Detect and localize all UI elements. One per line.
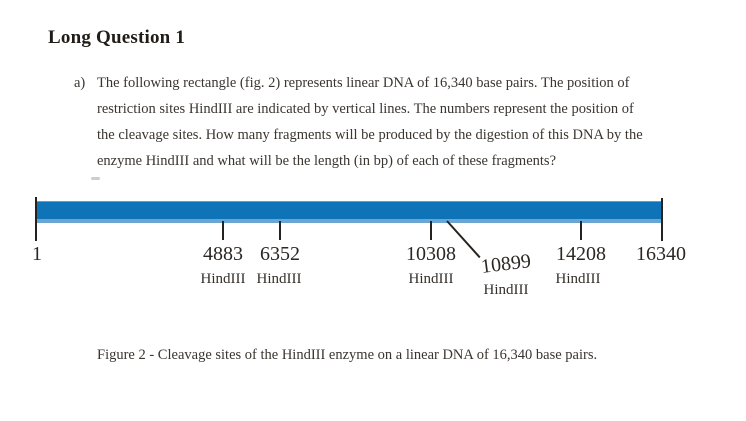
dna-end-line	[661, 198, 663, 241]
enzyme-label: HindIII	[483, 282, 529, 298]
question-text: The following rectangle (fig. 2) represe…	[97, 70, 682, 174]
question-heading: Long Question 1	[48, 27, 186, 48]
enzyme-label: HindIII	[408, 271, 454, 287]
start-position-label: 1	[32, 243, 42, 265]
enzyme-label: HindIII	[256, 271, 302, 287]
site-position-label: 4883	[203, 243, 243, 265]
site-tick-6352	[279, 221, 281, 240]
question-text-line: The following rectangle (fig. 2) represe…	[97, 75, 630, 91]
site-tick-4883	[222, 221, 224, 240]
question-text-line: the cleavage sites. How many fragments w…	[97, 127, 643, 143]
site-position-label: 10899	[479, 250, 533, 278]
site-position-label: 14208	[556, 243, 606, 265]
site-position-label: 6352	[260, 243, 300, 265]
dna-start-line	[35, 197, 37, 241]
site-position-label: 10308	[406, 243, 456, 265]
site-tick-10308	[430, 221, 432, 240]
enzyme-label: HindIII	[200, 271, 246, 287]
smudge-mark	[91, 177, 100, 180]
dna-bar	[36, 201, 662, 223]
end-position-label: 16340	[636, 243, 686, 265]
enzyme-label: HindIII	[555, 271, 601, 287]
question-item-marker: a)	[74, 75, 86, 91]
site-tick-14208	[580, 221, 582, 240]
figure-caption: Figure 2 - Cleavage sites of the HindIII…	[97, 347, 598, 363]
question-text-line: enzyme HindIII and what will be the leng…	[97, 153, 557, 169]
question-text-line: restriction sites HindIII are indicated …	[97, 101, 634, 117]
